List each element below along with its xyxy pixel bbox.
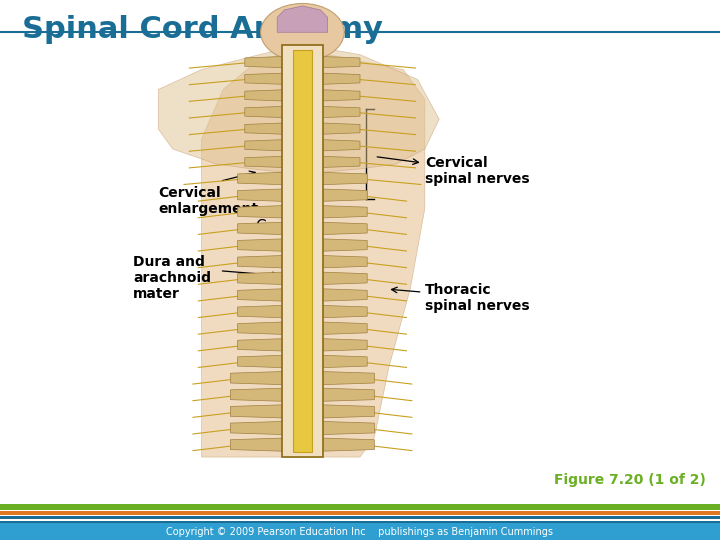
- Polygon shape: [323, 90, 360, 101]
- Bar: [0, 504, 720, 510]
- Circle shape: [261, 3, 344, 61]
- Polygon shape: [245, 73, 282, 84]
- Polygon shape: [323, 421, 374, 435]
- Polygon shape: [323, 322, 367, 334]
- Polygon shape: [245, 156, 282, 167]
- Polygon shape: [238, 272, 282, 285]
- Polygon shape: [238, 189, 282, 201]
- Polygon shape: [277, 6, 328, 32]
- Text: Cervical
enlargement: Cervical enlargement: [158, 186, 258, 217]
- Text: Dura and
arachnoid
mater: Dura and arachnoid mater: [133, 255, 211, 301]
- Polygon shape: [158, 45, 439, 174]
- Polygon shape: [238, 222, 282, 234]
- Text: Thoracic
spinal nerves: Thoracic spinal nerves: [425, 283, 529, 313]
- Polygon shape: [323, 405, 374, 418]
- Polygon shape: [230, 438, 282, 451]
- Polygon shape: [323, 206, 367, 218]
- Polygon shape: [323, 438, 374, 451]
- Polygon shape: [245, 106, 282, 118]
- Bar: [282, 45, 323, 457]
- Polygon shape: [238, 355, 282, 368]
- Bar: [293, 50, 312, 452]
- Polygon shape: [323, 339, 367, 351]
- Bar: [0, 511, 720, 515]
- Polygon shape: [323, 372, 374, 384]
- Polygon shape: [323, 140, 360, 151]
- Polygon shape: [245, 140, 282, 151]
- Bar: [0, 519, 720, 521]
- Polygon shape: [238, 172, 282, 185]
- Polygon shape: [238, 255, 282, 268]
- Polygon shape: [323, 306, 367, 318]
- Polygon shape: [323, 73, 360, 84]
- Text: Copyright © 2009 Pearson Education Inc    publishings as Benjamin Cummings: Copyright © 2009 Pearson Education Inc p…: [166, 527, 554, 537]
- Polygon shape: [238, 306, 282, 318]
- Polygon shape: [230, 421, 282, 435]
- Text: Figure 7.20 (1 of 2): Figure 7.20 (1 of 2): [554, 473, 706, 487]
- Polygon shape: [323, 355, 367, 368]
- Polygon shape: [323, 57, 360, 68]
- Polygon shape: [238, 339, 282, 351]
- Polygon shape: [323, 289, 367, 301]
- Polygon shape: [323, 123, 360, 134]
- Bar: [0, 516, 720, 519]
- Polygon shape: [245, 90, 282, 101]
- Polygon shape: [323, 222, 367, 234]
- Bar: [0, 523, 720, 540]
- Polygon shape: [230, 372, 282, 384]
- Text: C₈: C₈: [256, 219, 272, 233]
- Polygon shape: [230, 405, 282, 418]
- Polygon shape: [202, 50, 425, 457]
- Polygon shape: [245, 57, 282, 68]
- Polygon shape: [238, 289, 282, 301]
- Polygon shape: [323, 172, 367, 185]
- Polygon shape: [323, 106, 360, 118]
- Polygon shape: [238, 206, 282, 218]
- Polygon shape: [238, 239, 282, 251]
- Bar: [0, 522, 720, 523]
- Text: Spinal Cord Anatomy: Spinal Cord Anatomy: [22, 15, 382, 44]
- Polygon shape: [245, 123, 282, 134]
- Polygon shape: [323, 189, 367, 201]
- Polygon shape: [323, 239, 367, 251]
- Polygon shape: [238, 322, 282, 334]
- Polygon shape: [323, 388, 374, 401]
- Text: Cervical
spinal nerves: Cervical spinal nerves: [425, 156, 529, 186]
- Polygon shape: [323, 255, 367, 268]
- Polygon shape: [323, 156, 360, 167]
- Polygon shape: [323, 272, 367, 285]
- Polygon shape: [230, 388, 282, 401]
